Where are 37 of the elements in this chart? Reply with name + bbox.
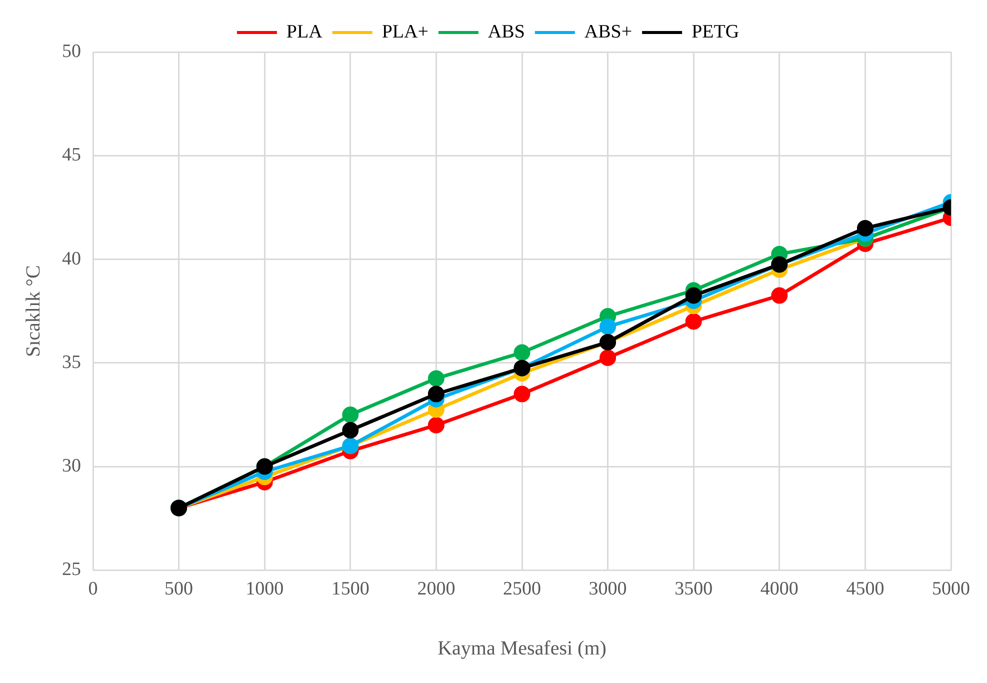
point xyxy=(428,416,444,434)
y-tick-label: 40 xyxy=(62,248,81,270)
y-tick-label: 35 xyxy=(62,352,81,373)
point xyxy=(856,220,874,236)
legend-label: ABS+ xyxy=(584,21,632,42)
x-tick-label: 3500 xyxy=(674,578,713,600)
point xyxy=(685,287,702,304)
point xyxy=(600,349,616,366)
x-axis-title: Kayma Mesafesi (m) xyxy=(438,637,606,660)
x-tick-label: 4500 xyxy=(846,578,884,600)
y-tick-label: 45 xyxy=(62,144,81,166)
x-tick-label: 500 xyxy=(164,578,194,600)
x-tick-label: 2000 xyxy=(417,578,456,600)
x-tick-label: 3000 xyxy=(588,578,627,600)
point xyxy=(428,370,444,387)
x-tick-label: 1000 xyxy=(246,578,284,600)
point xyxy=(514,344,530,361)
point xyxy=(514,386,530,402)
x-tick-label: 5000 xyxy=(932,578,970,600)
point xyxy=(342,422,359,439)
legend-label: ABS xyxy=(488,21,525,42)
legend-label: PLA xyxy=(286,21,323,42)
x-tick-label: 4000 xyxy=(760,578,798,600)
legend-label: PETG xyxy=(692,21,740,42)
point xyxy=(342,406,359,423)
y-tick-label: 50 xyxy=(62,40,81,62)
point xyxy=(685,313,702,330)
point xyxy=(600,318,616,335)
y-axis-title: Sıcaklık °C xyxy=(22,265,44,358)
x-tick-label: 2500 xyxy=(503,578,541,600)
legend-label: PLA+ xyxy=(382,21,428,42)
point xyxy=(771,287,788,304)
point xyxy=(428,386,444,402)
x-tick-label: 0 xyxy=(88,578,98,600)
x-tick-label: 1500 xyxy=(331,578,370,600)
y-tick-label: 25 xyxy=(62,559,81,580)
y-tick-label: 30 xyxy=(62,456,81,477)
